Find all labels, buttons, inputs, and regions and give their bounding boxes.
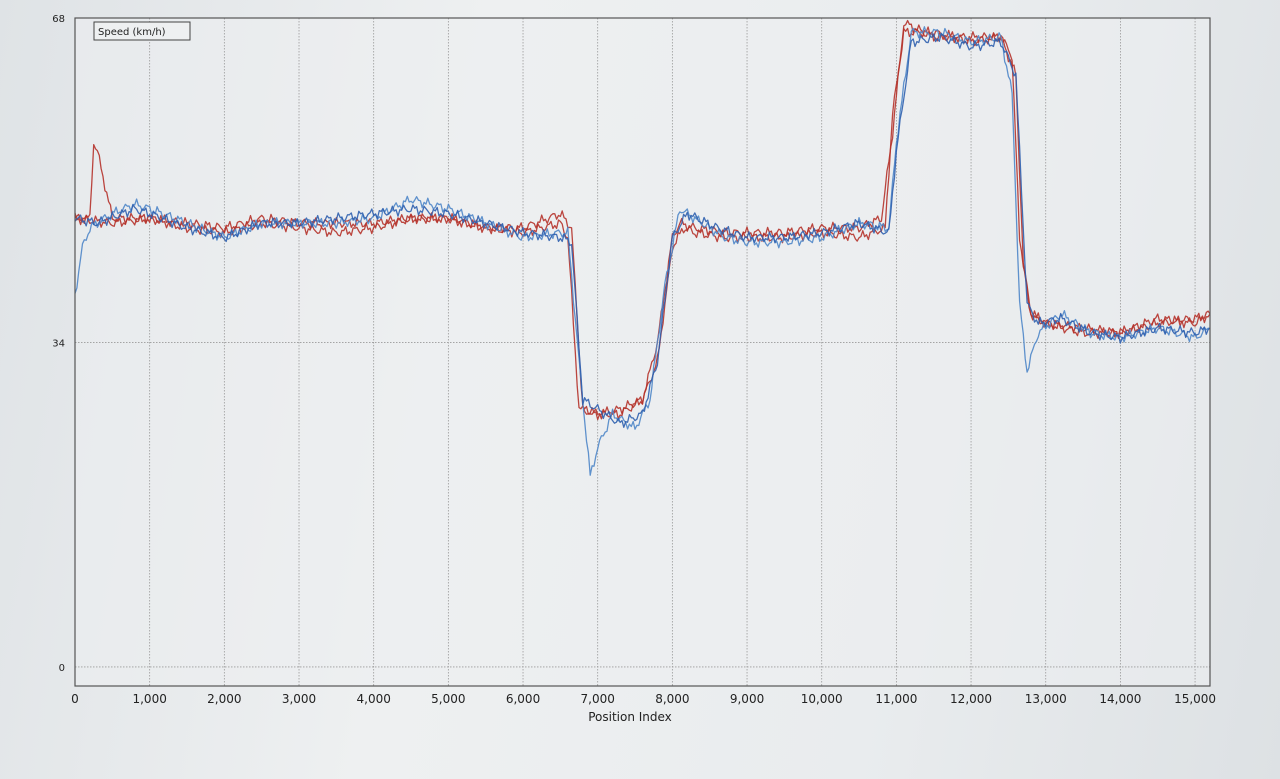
x-tick-label: 12,000 <box>950 692 992 706</box>
y-tick-label: 34 <box>52 338 65 349</box>
x-tick-label: 10,000 <box>801 692 843 706</box>
legend-label: Speed (km/h) <box>98 27 166 38</box>
x-tick-label: 7,000 <box>581 692 615 706</box>
series-line-red <box>74 26 1211 421</box>
x-tick-label: 15,000 <box>1174 692 1216 706</box>
x-tick-label: 6,000 <box>506 692 540 706</box>
legend: Speed (km/h) <box>93 21 191 41</box>
x-tick-label: 3,000 <box>282 692 316 706</box>
plot-frame <box>74 17 1211 687</box>
x-axis-label: Position Index <box>588 710 672 724</box>
x-tick-label: 4,000 <box>357 692 391 706</box>
x-tick-label: 14,000 <box>1099 692 1141 706</box>
x-tick-label: 5,000 <box>431 692 465 706</box>
y-tick-label: 0 <box>59 663 65 674</box>
x-tick-label: 13,000 <box>1025 692 1067 706</box>
tick-labels: 0 1,000 2,000 3,000 4,000 5,000 6,000 7,000 8,00… <box>52 14 1216 706</box>
legend-box <box>93 21 191 41</box>
y-tick-label: 68 <box>52 14 65 25</box>
x-tick-label: 9,000 <box>730 692 764 706</box>
x-tick-label: 11,000 <box>875 692 917 706</box>
x-tick-label: 2,000 <box>207 692 241 706</box>
series-line-blue_dark <box>74 33 1211 428</box>
x-tick-label: 8,000 <box>655 692 689 706</box>
data-series <box>74 19 1211 476</box>
x-tick-label: 0 <box>71 692 79 706</box>
plot-background <box>75 18 1210 686</box>
x-tick-label: 1,000 <box>132 692 166 706</box>
